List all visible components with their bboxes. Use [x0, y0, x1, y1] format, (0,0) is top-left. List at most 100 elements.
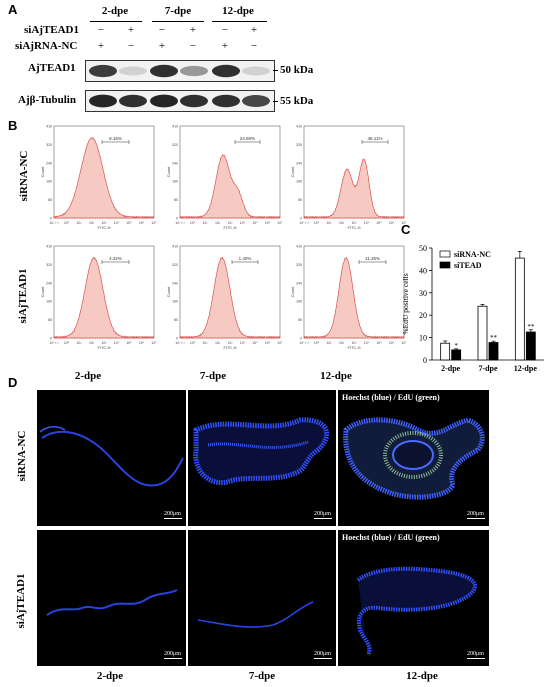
svg-text:410: 410	[46, 245, 52, 249]
sign-r1-2: +	[127, 24, 135, 36]
flow-histogram: 0 80 160 240 320 410 10⁻¹·² 10⁰ 10¹ 10² 10³ 10⁴ 10⁵ 1…	[40, 120, 160, 238]
y-tick-label: 10	[419, 334, 427, 343]
scale-bar-label: 200μm	[467, 651, 484, 657]
svg-text:10⁰: 10⁰	[314, 341, 320, 345]
panel-b-letter: B	[8, 118, 18, 133]
edu-bar-chart: 0 10 20 30 40 50 %EdU positive cells * 2-dpe ** 7-…	[400, 240, 550, 375]
flow-histogram: 0 80 160 240 320 410 10⁻¹·² 10⁰ 10¹ 10² 10³ 10⁴ 10⁵ 1…	[290, 120, 410, 238]
svg-text:160: 160	[296, 300, 302, 304]
blot-band	[119, 66, 147, 76]
flow-histogram: 0 80 160 240 320 410 10⁻¹·² 10⁰ 10¹ 10² 10³ 10⁴ 10⁵ 1…	[40, 240, 160, 358]
y-tick-label: 30	[419, 289, 427, 298]
svg-text:240: 240	[172, 161, 178, 165]
scale-bar	[314, 658, 332, 659]
svg-text:160: 160	[296, 180, 302, 184]
y-tick-label: 50	[419, 244, 427, 253]
svg-text:410: 410	[296, 245, 302, 249]
svg-text:10⁴: 10⁴	[240, 341, 246, 345]
svg-text:240: 240	[46, 161, 52, 165]
y-axis-label: %EdU positive cells	[401, 273, 410, 334]
svg-text:10³: 10³	[227, 221, 233, 225]
blot-kda-50: 50 kDa	[280, 64, 314, 76]
svg-text:10⁷: 10⁷	[401, 221, 407, 225]
svg-text:10⁶: 10⁶	[389, 221, 395, 225]
svg-text:0: 0	[50, 337, 52, 341]
svg-text:320: 320	[46, 263, 52, 267]
y-tick-label: 40	[419, 266, 427, 275]
group-label-7dpe: 7-dpe	[164, 5, 192, 17]
svg-text:10¹: 10¹	[76, 221, 82, 225]
row-label-b-sirna-nc: siRNA-NC	[18, 150, 30, 202]
svg-text:10¹: 10¹	[76, 341, 82, 345]
svg-text:10⁻¹·²: 10⁻¹·²	[49, 221, 59, 225]
svg-text:160: 160	[172, 180, 178, 184]
axis-x-label: FITC-H	[97, 225, 110, 230]
axis-x-label: FITC-H	[223, 345, 236, 350]
x-category-label: 7-dpe	[478, 364, 498, 373]
svg-text:10⁷: 10⁷	[151, 221, 157, 225]
fluorescence-image: 200μm	[188, 390, 336, 526]
col-label-b-12dpe: 12-dpe	[320, 370, 352, 382]
flow-histogram: 0 80 160 240 320 410 10⁻¹·² 10⁰ 10¹ 10² 10³ 10⁴ 10⁵ 1…	[166, 240, 286, 358]
legend-swatch	[439, 261, 451, 269]
blot-band	[89, 94, 117, 108]
svg-text:10⁷: 10⁷	[277, 341, 283, 345]
gate-percent: 24.60%	[240, 136, 255, 141]
col-label-b-7dpe: 7-dpe	[199, 370, 227, 382]
fluorescence-image: 200μm Hoechst (blue) / EdU (green)	[338, 390, 489, 526]
svg-text:80: 80	[298, 198, 302, 202]
svg-text:80: 80	[298, 318, 302, 322]
axis-y-label: Count	[166, 286, 171, 298]
western-blot-tubulin	[85, 90, 275, 112]
bar-siTEAD	[488, 342, 499, 361]
blot-band	[150, 64, 178, 78]
svg-text:10⁻¹·²: 10⁻¹·²	[175, 221, 185, 225]
blot-label-tubulin: Ajβ-Tubulin	[18, 94, 76, 106]
col-label-b-2dpe: 2-dpe	[74, 370, 102, 382]
group-label-2dpe: 2-dpe	[101, 5, 129, 17]
fluorescence-image: 200μm	[188, 530, 336, 666]
western-blot-ajtead1	[85, 60, 275, 82]
blot-band	[180, 65, 208, 77]
svg-text:10¹: 10¹	[202, 341, 208, 345]
svg-text:10³: 10³	[101, 221, 107, 225]
scale-bar-label: 200μm	[314, 511, 331, 517]
bar-siTEAD	[451, 349, 462, 361]
svg-text:160: 160	[46, 300, 52, 304]
axis-x-label: FITC-H	[223, 225, 236, 230]
group-label-12dpe: 12-dpe	[222, 5, 254, 17]
sign-r1-3: −	[158, 24, 166, 36]
svg-text:10²: 10²	[339, 221, 345, 225]
axis-y-label: Count	[40, 166, 45, 178]
bar-siTEAD	[525, 331, 536, 361]
svg-text:10⁵: 10⁵	[126, 221, 132, 225]
group-underline-7dpe	[152, 21, 204, 22]
sign-r2-1: +	[97, 40, 105, 52]
row-label-siAjTEAD1: siAjTEAD1	[24, 24, 80, 36]
group-underline-12dpe	[212, 21, 267, 22]
histogram-curve	[53, 256, 155, 339]
stain-legend: Hoechst (blue) / EdU (green)	[342, 393, 440, 402]
histogram-curve	[303, 256, 405, 339]
blot-label-ajtead1: AjTEAD1	[28, 62, 76, 74]
svg-text:10⁶: 10⁶	[389, 341, 395, 345]
x-category-label: 2-dpe	[441, 364, 461, 373]
svg-text:240: 240	[172, 281, 178, 285]
col-label-d-7dpe: 7-dpe	[248, 670, 276, 682]
svg-text:10⁰: 10⁰	[314, 221, 320, 225]
stain-legend: Hoechst (blue) / EdU (green)	[342, 533, 440, 542]
blot-band	[212, 64, 240, 78]
blot-band	[180, 94, 208, 108]
svg-text:10⁵: 10⁵	[376, 221, 382, 225]
svg-text:80: 80	[48, 318, 52, 322]
blot-kda-55: 55 kDa	[280, 95, 314, 107]
svg-text:10⁷: 10⁷	[401, 341, 407, 345]
axis-y-label: Count	[290, 286, 295, 298]
panel-a-letter: A	[8, 2, 18, 17]
col-label-d-2dpe: 2-dpe	[96, 670, 124, 682]
svg-text:320: 320	[296, 263, 302, 267]
svg-text:10⁵: 10⁵	[376, 341, 382, 345]
bar-siRNA-NC	[440, 342, 451, 361]
scale-bar-label: 200μm	[164, 511, 181, 517]
gate-percent: 1.40%	[239, 256, 252, 261]
